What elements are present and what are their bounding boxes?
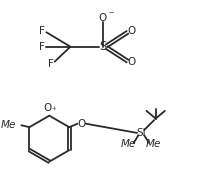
- Text: $^{-}$: $^{-}$: [108, 9, 114, 18]
- Text: Me: Me: [1, 120, 16, 130]
- Text: O: O: [127, 57, 135, 67]
- Text: O: O: [43, 103, 52, 113]
- Text: F: F: [39, 42, 44, 52]
- Text: O: O: [77, 119, 85, 129]
- Text: O: O: [127, 26, 135, 36]
- Text: Me: Me: [121, 139, 136, 149]
- Text: Me: Me: [145, 139, 161, 149]
- Text: O: O: [98, 13, 107, 23]
- Text: F: F: [48, 59, 54, 69]
- Text: $^{+}$: $^{+}$: [51, 105, 57, 114]
- Text: Si: Si: [136, 128, 145, 138]
- Text: S: S: [99, 40, 106, 53]
- Text: F: F: [39, 26, 44, 36]
